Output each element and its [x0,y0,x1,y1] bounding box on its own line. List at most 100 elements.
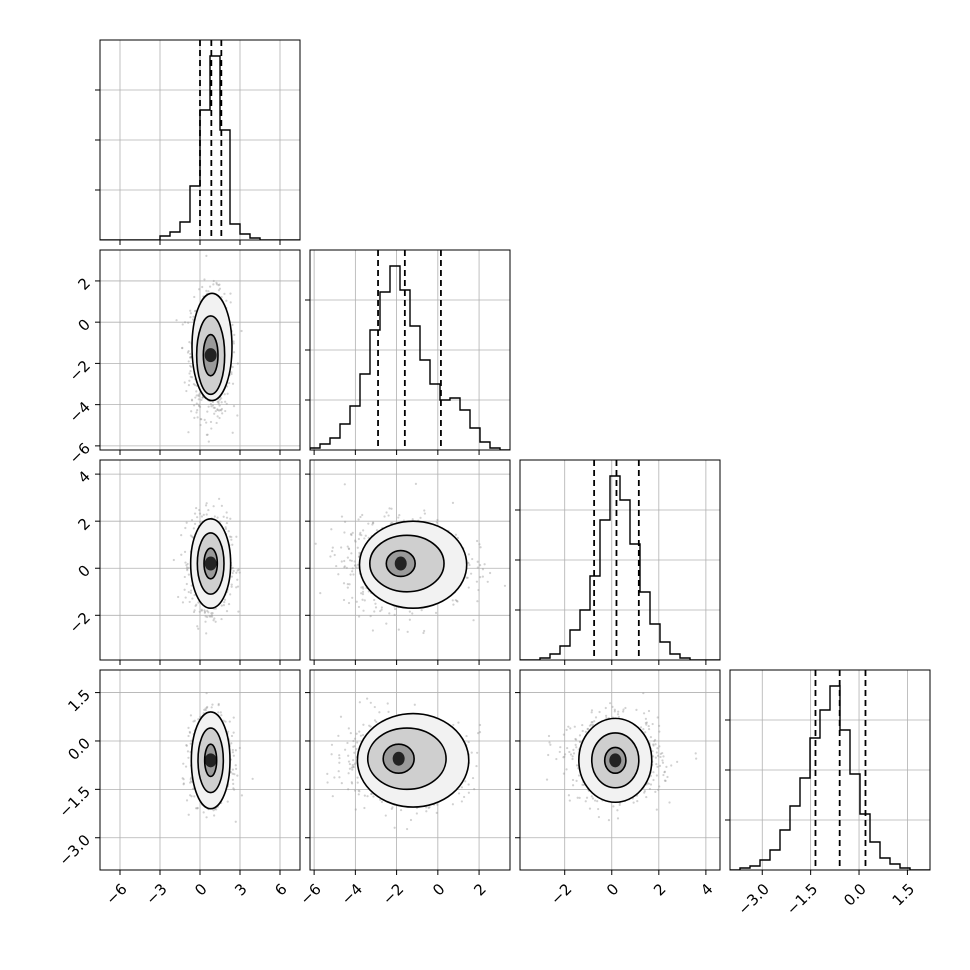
sample-point [330,753,333,756]
sample-point [236,585,240,588]
histogram-step-line [100,55,300,240]
contour-line-1 [368,534,445,593]
panel-content [310,250,510,450]
sample-point [360,586,363,589]
sample-point [217,409,221,412]
sample-point [231,778,234,781]
sample-point [218,283,221,286]
sample-point [231,365,234,369]
sample-point [338,761,341,764]
sample-point [208,285,212,288]
sample-point [349,573,352,576]
sample-point [187,573,190,576]
sample-point [200,609,203,612]
sample-point [195,394,198,397]
sample-point [301,516,303,518]
sample-point [331,795,334,798]
sample-point [380,608,383,611]
sample-point [201,396,204,399]
sample-point [636,800,639,803]
sample-point [420,609,423,612]
sample-point [330,528,333,531]
sample-point [192,383,196,386]
sample-point [347,772,350,775]
sample-point [196,409,199,412]
sample-point [202,811,205,814]
sample-point [182,782,185,785]
sample-point [235,535,238,538]
sample-point [436,803,439,806]
sample-point [211,400,215,404]
sample-point [199,423,202,427]
sample-point [197,601,200,604]
sample-point [188,372,191,375]
sample-point [236,362,239,365]
sample-point [593,720,596,723]
sample-point [197,393,200,397]
sample-point [349,533,353,536]
sample-point [338,754,341,757]
sample-point [200,398,203,401]
sample-point [361,593,365,596]
sample-point [340,560,343,563]
sample-point [187,813,190,816]
sample-point [333,776,336,779]
sample-point [387,514,390,517]
sample-point [340,515,344,518]
sample-point [187,590,190,594]
sample-point [198,520,202,524]
sample-point [362,609,365,612]
sample-point [210,706,213,709]
sample-point [476,539,479,543]
sample-point [187,756,190,759]
scatter-panel-1-3: −6 −4 −2 0 2 [297,669,511,908]
sample-point [185,564,188,567]
sample-point [189,714,193,717]
x-tick-label: 2 [470,880,489,899]
sample-point [213,814,216,817]
sample-point [371,523,374,526]
sample-point [343,531,346,534]
sample-point [187,734,190,738]
sample-point [223,601,226,604]
sample-point [354,564,357,567]
sample-point [182,762,185,765]
sample-point [413,703,416,706]
sample-point [574,743,577,746]
sample-point [380,800,384,804]
sample-point [333,553,336,557]
sample-point [217,711,220,714]
sample-point [230,538,233,541]
sample-point [230,575,234,578]
sample-point [467,741,470,744]
sample-point [585,796,589,799]
sample-point [225,299,228,302]
sample-point [380,606,384,609]
sample-point [343,559,346,563]
sample-point [205,502,208,505]
sample-point [393,826,396,829]
sample-point [232,731,235,734]
sample-point [205,816,208,819]
sample-point [469,572,473,575]
contour-line-2 [191,292,233,402]
sample-point [374,602,377,605]
sample-point [590,721,593,724]
sample-point [455,599,458,603]
sample-point [183,575,186,579]
sample-point [345,566,348,569]
sample-point [314,542,317,545]
sample-point [467,791,470,794]
sample-point [185,744,188,747]
sample-point [188,356,192,359]
sample-point [193,609,196,612]
sample-point [220,397,223,400]
sample-point [415,812,418,815]
sample-point [366,795,369,798]
sample-point [347,601,351,605]
sample-point [647,782,651,785]
sample-point [473,787,476,791]
sample-point [225,610,229,613]
sample-point [475,580,479,583]
sample-point [188,730,191,734]
